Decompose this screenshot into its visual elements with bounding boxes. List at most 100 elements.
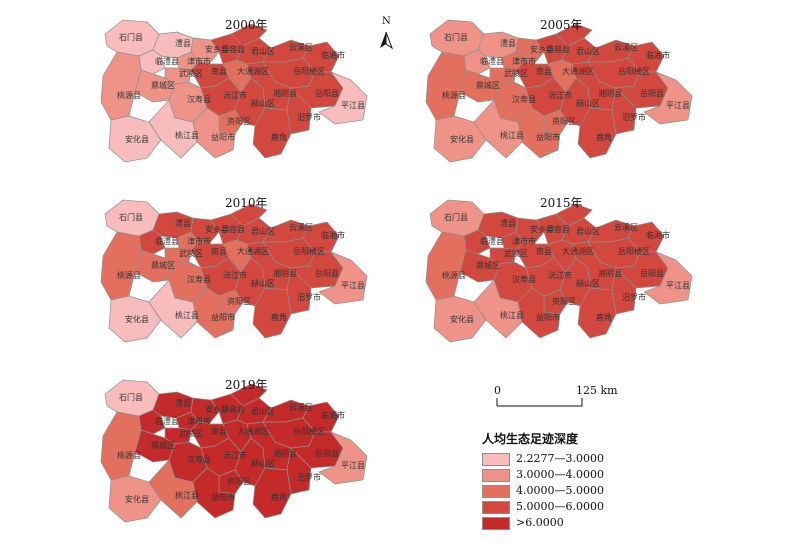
county-label: 澧县: [175, 398, 191, 408]
county-label: 益阳市: [211, 492, 235, 502]
county-label: 临澧县: [155, 236, 179, 246]
county-label: 南县: [211, 426, 227, 436]
county-label: 大通湖区: [562, 246, 594, 256]
county-label: 桃源县: [117, 270, 141, 280]
county-label: 汨罗市: [297, 112, 321, 122]
scale-bar-line: [496, 398, 583, 407]
county-label: 石门县: [119, 212, 143, 222]
county-label: 平江县: [341, 101, 365, 110]
county-label: 平江县: [666, 281, 690, 290]
legend-swatch: [482, 517, 510, 530]
legend-swatch: [482, 453, 510, 466]
legend-label: 4.0000—5.0000: [516, 484, 604, 497]
county-region: [192, 467, 236, 519]
county-label: 安乡县: [205, 224, 229, 234]
county-label: 鼎城区: [476, 81, 500, 90]
county-label: 岳阳楼区: [293, 66, 325, 76]
county-label: 平江县: [341, 281, 365, 290]
county-region: [108, 475, 162, 523]
county-label: 沅江市: [548, 270, 572, 280]
county-label: 桃源县: [442, 90, 466, 100]
county-region: [433, 295, 487, 343]
county-label: 桃源县: [442, 270, 466, 280]
county-label: 澧县: [500, 38, 516, 48]
scale-end-label: 125 km: [576, 384, 618, 397]
county-region: [252, 287, 292, 339]
county-label: 桃江县: [500, 130, 524, 140]
county-label: 沅江市: [223, 270, 247, 280]
county-label: 岳阳县: [640, 268, 664, 278]
legend-title: 人均生态足迹深度: [482, 432, 579, 446]
county-label: 石门县: [119, 392, 143, 402]
county-region: [517, 287, 561, 339]
legend-item: 3.0000—4.0000: [482, 468, 662, 482]
county-label: 赫山区: [576, 98, 600, 108]
county-region: [643, 71, 693, 125]
scale-bar: 0 125 km: [494, 384, 634, 414]
scale-start-label: 0: [494, 384, 501, 397]
county-label: 安化县: [125, 314, 149, 324]
county-label: 岳阳县: [315, 88, 339, 98]
county-region: [517, 107, 561, 159]
county-label: 安乡县: [205, 44, 229, 54]
map-title: 2010年: [225, 196, 268, 210]
county-label: 赫山区: [251, 98, 275, 108]
county-label: 临澧县: [155, 56, 179, 66]
county-label: 汨罗市: [622, 292, 646, 302]
county-label: 汉寿县: [187, 94, 211, 104]
legend-item: 2.2277—3.0000: [482, 452, 662, 466]
county-label: 汨罗市: [622, 112, 646, 122]
county-label: 鹿角: [596, 132, 612, 142]
legend-swatch: [482, 469, 510, 482]
county-label: 岳阳楼区: [618, 246, 650, 256]
county-label: 鹿角: [271, 312, 287, 322]
county-label: 安化县: [450, 134, 474, 144]
county-label: 云溪区: [289, 42, 313, 52]
county-label: 汉寿县: [187, 274, 211, 284]
county-label: 临湘市: [321, 50, 345, 60]
county-label: 君山区: [251, 46, 275, 56]
county-label: 赫山区: [251, 458, 275, 468]
county-label: 资阳区: [227, 116, 251, 126]
county-label: 岳阳县: [640, 88, 664, 98]
county-label: 临澧县: [480, 236, 504, 246]
county-region: [192, 107, 236, 159]
county-label: 澧县: [175, 38, 191, 48]
county-label: 华容县: [221, 224, 245, 234]
county-label: 君山区: [576, 46, 600, 56]
county-label: 君山区: [251, 226, 275, 236]
county-region: [230, 23, 268, 47]
county-label: 益阳市: [211, 132, 235, 142]
county-label: 大通湖区: [237, 66, 269, 76]
county-label: 益阳市: [211, 312, 235, 322]
county-region: [318, 71, 368, 125]
legend: 人均生态足迹深度 2.2277—3.0000 3.0000—4.0000 4.0…: [482, 430, 662, 540]
county-label: 沅江市: [223, 450, 247, 460]
county-label: 临湘市: [646, 50, 670, 60]
county-label: 赫山区: [576, 278, 600, 288]
county-label: 湘阴县: [273, 88, 297, 98]
county-region: [230, 203, 268, 227]
county-region: [100, 51, 142, 121]
county-label: 鼎城区: [151, 441, 175, 450]
county-label: 桃江县: [175, 490, 199, 500]
north-arrow-icon: [380, 31, 394, 50]
legend-label: 5.0000—6.0000: [516, 500, 604, 513]
county-label: 益阳市: [536, 312, 560, 322]
county-label: 澧县: [500, 218, 516, 228]
county-label: 武陵区: [179, 248, 203, 258]
county-label: 大通湖区: [562, 66, 594, 76]
county-label: 君山区: [251, 406, 275, 416]
county-label: 临澧县: [155, 416, 179, 426]
county-region: [192, 287, 236, 339]
legend-label: 3.0000—4.0000: [516, 468, 604, 481]
county-label: 澧县: [175, 218, 191, 228]
county-label: 津市市: [187, 236, 211, 246]
county-label: 鼎城区: [151, 261, 175, 270]
county-label: 湘阴县: [598, 268, 622, 278]
county-label: 临湘市: [321, 410, 345, 420]
county-region: [643, 251, 693, 305]
county-label: 武陵区: [179, 428, 203, 438]
county-label: 南县: [211, 246, 227, 256]
